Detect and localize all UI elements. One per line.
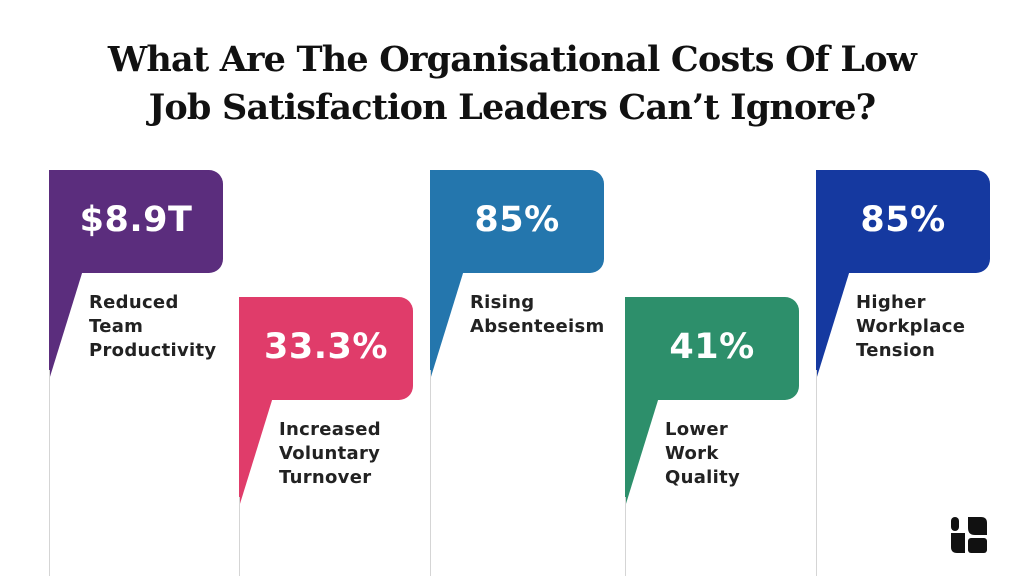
stat-value: 41% [669,326,755,367]
card-divider [625,497,626,576]
stat-label-line: Tension [856,340,936,361]
title-line-1: What Are The Organisational Costs Of Low [107,39,917,80]
card-tail-fill [239,397,273,507]
stat-label-line: Reduced [89,292,179,313]
card-tail-fill [49,270,83,380]
stat-label: Higher Workplace Tension [856,291,996,363]
stat-value-box: $8.9T [49,170,223,273]
stat-label-line: Workplace [856,316,966,337]
stat-label-line: Rising [470,292,535,313]
stat-value-box: 85% [816,170,990,273]
stat-label-line: Quality [665,467,741,488]
stat-value: 33.3% [264,326,388,367]
card-tail-fill [430,270,464,380]
stat-label: Lower Work Quality [665,418,805,490]
stat-label-line: Productivity [89,340,217,361]
card-tail-fill [625,397,659,507]
stat-value-box: 41% [625,297,799,400]
card-divider [430,370,431,576]
stat-label-line: Increased [279,419,381,440]
card-tail-shape [49,270,83,380]
stat-label: Increased Voluntary Turnover [279,418,419,490]
stat-label: Reduced Team Productivity [89,291,229,363]
card-tail-shape [430,270,464,380]
stat-value-box: 33.3% [239,297,413,400]
stat-value-box: 85% [430,170,604,273]
card-tail-shape [816,270,850,380]
stat-label-line: Work [665,443,719,464]
card-tail-fill [816,270,850,380]
stat-value: 85% [860,199,946,240]
card-tail-shape [239,397,273,507]
card-divider [49,370,50,576]
stat-label-line: Voluntary [279,443,381,464]
card-tail-shape [625,397,659,507]
stat-value: $8.9T [79,199,193,240]
card-divider [816,370,817,576]
stat-label-line: Turnover [279,467,372,488]
stat-label-line: Lower [665,419,729,440]
title-line-2: Job Satisfaction Leaders Can’t Ignore? [148,87,877,128]
page-title: What Are The Organisational Costs Of Low… [0,36,1024,132]
stat-label: Rising Absenteeism [470,291,610,339]
stat-label-line: Absenteeism [470,316,605,337]
stat-label-line: Team [89,316,144,337]
card-divider [239,497,240,576]
stat-label-line: Higher [856,292,926,313]
stat-value: 85% [474,199,560,240]
brand-logo-icon [951,517,987,553]
